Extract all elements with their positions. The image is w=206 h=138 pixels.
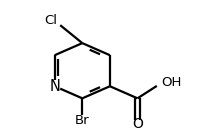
Text: Br: Br: [75, 114, 90, 127]
Text: O: O: [132, 117, 143, 131]
Text: N: N: [49, 79, 60, 94]
Text: Cl: Cl: [44, 14, 57, 27]
Text: OH: OH: [162, 76, 182, 89]
